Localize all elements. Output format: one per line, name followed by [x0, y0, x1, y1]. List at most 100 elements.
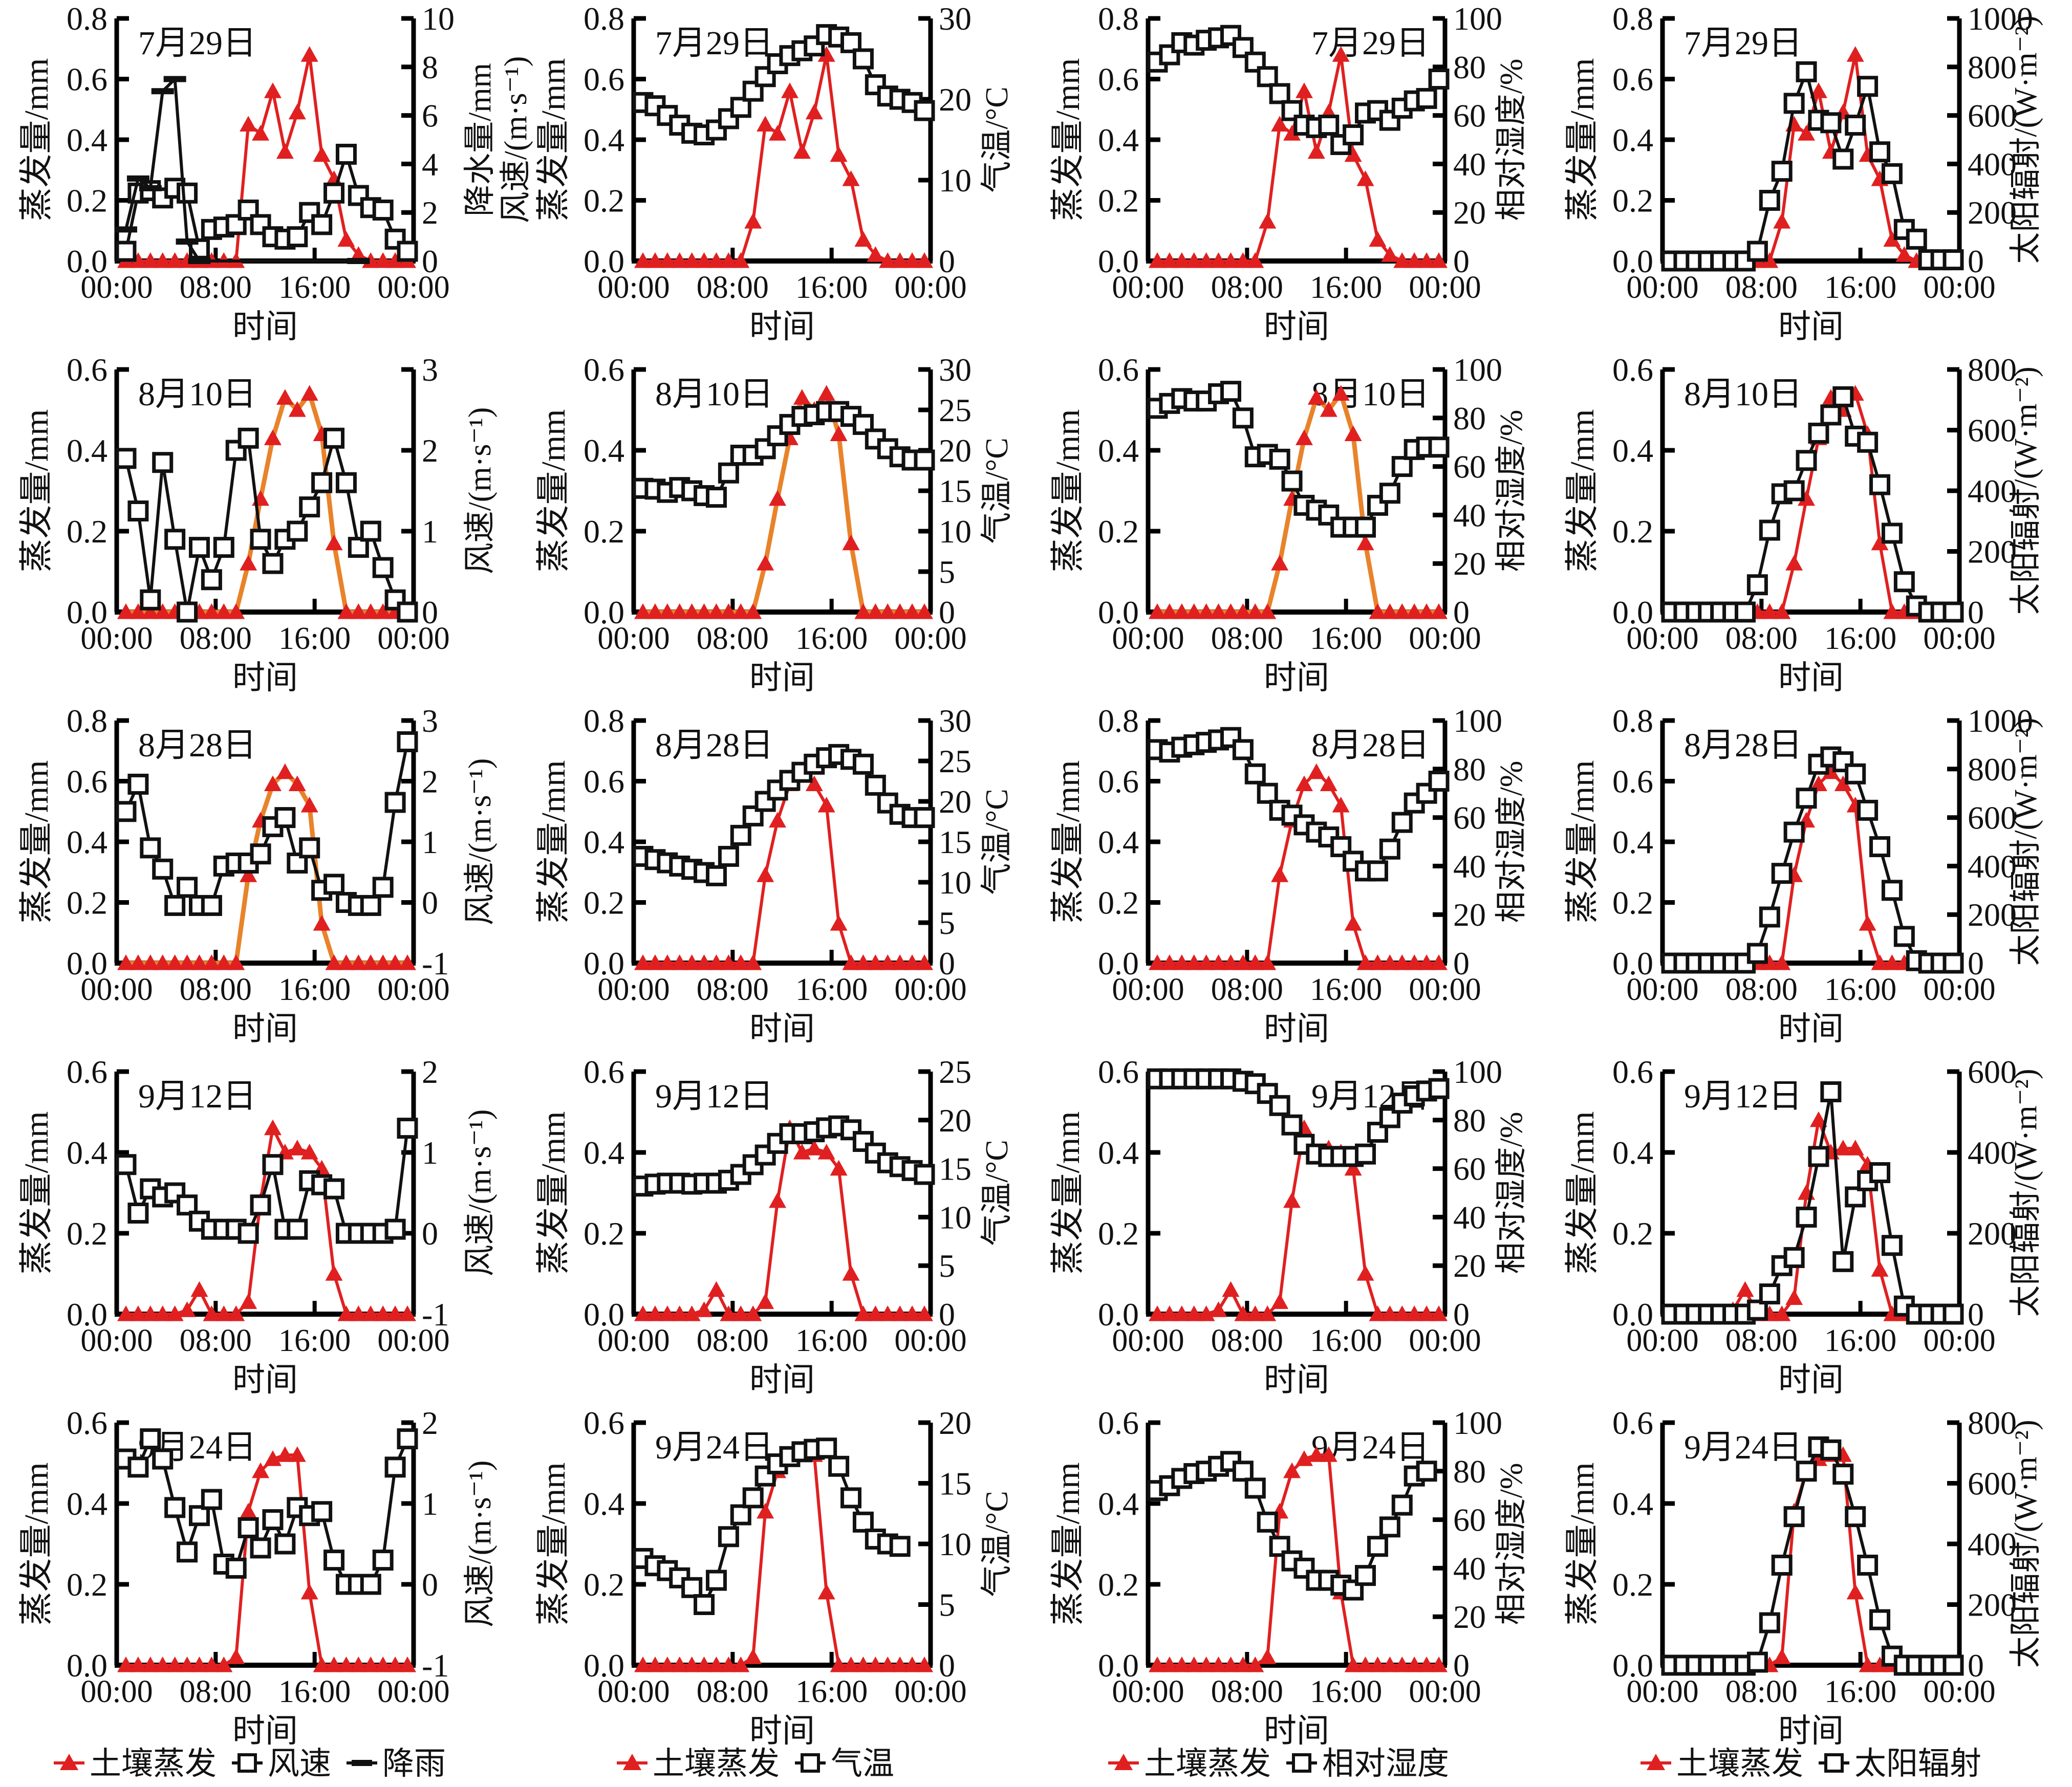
data-point-evaporation [129, 1657, 147, 1672]
data-point-evaporation [1356, 1265, 1374, 1281]
subplot-4-0: 0.0 0.2 0.4 0.6 -1 0 1 2 00:00 08:00 16:00 00:00 时间 蒸… [18, 1405, 498, 1749]
data-point-风速 [152, 452, 174, 473]
x-tick-label: 08:00 [1725, 621, 1798, 656]
data-point-风速 [177, 1541, 198, 1563]
data-point-evaporation [1761, 954, 1779, 970]
data-point-相对湿度 [1379, 1516, 1400, 1538]
data-point-evaporation [842, 1657, 860, 1672]
right-axis-label: 相对湿度/% [1494, 59, 1529, 221]
right-axis-label: 太阳辐射/(W·m⁻²) [2009, 1069, 2043, 1317]
data-point-太阳辐射 [1808, 422, 1829, 444]
right-axis-label: 相对湿度/% [1494, 1112, 1529, 1274]
right-tick-label: 200 [1968, 1215, 2017, 1252]
data-point-evaporation [1185, 1305, 1203, 1321]
data-point-evaporation [1393, 954, 1411, 970]
data-point-evaporation [325, 1657, 343, 1672]
right-tick-label: 8 [422, 49, 438, 85]
data-point-相对湿度 [1244, 1477, 1266, 1499]
right-tick-label: 20 [939, 81, 972, 118]
data-point-evaporation [240, 555, 257, 571]
data-point-风速 [397, 241, 418, 262]
data-point-相对湿度 [1232, 1461, 1254, 1482]
data-point-evaporation [1430, 603, 1448, 619]
data-point-evaporation [695, 603, 713, 619]
data-point-evaporation [903, 603, 921, 619]
data-point-evaporation [1271, 1293, 1289, 1309]
right-tick-label: 400 [1968, 1526, 2017, 1562]
x-tick-label: 00:00 [1112, 1674, 1184, 1709]
data-point-evaporation [891, 1657, 909, 1672]
data-point-风速 [225, 1557, 247, 1579]
data-point-evaporation [1859, 914, 1876, 931]
data-point-evaporation [842, 954, 860, 970]
right-tick-label: 0 [1453, 243, 1470, 279]
data-point-evaporation [1160, 252, 1178, 268]
data-point-evaporation [1197, 954, 1215, 970]
data-point-相对湿度 [1428, 437, 1450, 458]
x-tick-label: 16:00 [1310, 270, 1382, 305]
data-point-太阳辐射 [1783, 93, 1805, 114]
data-point-evaporation [1160, 954, 1178, 970]
data-point-evaporation [276, 1446, 294, 1462]
right-tick-label: 0 [939, 1296, 955, 1333]
data-point-evaporation [386, 1657, 404, 1672]
left-tick-label: 0.6 [584, 1054, 624, 1090]
left-tick-label: 0.4 [584, 432, 624, 469]
x-tick-label: 08:00 [180, 270, 252, 305]
data-point-evaporation [1160, 1657, 1178, 1672]
data-point-evaporation [1785, 555, 1803, 571]
data-point-evaporation [350, 603, 368, 619]
data-point-evaporation [1160, 1305, 1178, 1321]
data-point-气温 [852, 1511, 874, 1533]
data-point-气温 [914, 807, 935, 829]
data-point-evaporation [634, 603, 652, 619]
left-tick-label: 0.4 [67, 1486, 107, 1522]
subplot-3-0: 0.0 0.2 0.4 0.6 -1 0 1 2 00:00 08:00 16:00 00:00 时间 蒸… [18, 1054, 498, 1398]
data-point-evaporation [916, 603, 933, 619]
data-point-evaporation [1883, 231, 1901, 247]
data-point-evaporation [203, 603, 221, 619]
x-axis-label: 时间 [1778, 309, 1844, 345]
series-line-土壤蒸发 [1672, 1453, 1953, 1667]
left-tick-label: 0.2 [67, 513, 107, 550]
data-point-evaporation [325, 534, 343, 551]
left-tick-label: 0.0 [67, 1647, 107, 1684]
right-axis-label: 相对湿度/% [1494, 761, 1529, 923]
data-point-太阳辐射 [1783, 1247, 1805, 1268]
left-tick-label: 0.4 [1098, 122, 1139, 158]
right-tick-label: 0 [1968, 945, 1984, 982]
right-tick-label: 100 [1453, 352, 1502, 388]
right-tick-label: 600 [1968, 412, 2017, 449]
data-point-evaporation [203, 1305, 221, 1321]
data-point-evaporation [1773, 954, 1791, 970]
data-point-evaporation [854, 231, 872, 247]
data-point-气温 [914, 100, 935, 121]
right-tick-label: 40 [1453, 1550, 1486, 1586]
data-point-evaporation [1259, 1305, 1277, 1321]
right-tick-label: 80 [1453, 1102, 1486, 1139]
right-axis-label: 气温/°C [980, 789, 1015, 895]
data-point-太阳辐射 [1881, 522, 1903, 544]
right-axis-label: 降水量/mm [463, 63, 498, 216]
x-tick-label: 16:00 [795, 972, 868, 1007]
x-tick-label: 00:00 [1112, 972, 1184, 1007]
data-point-风速 [360, 895, 381, 916]
data-point-降雨 [139, 185, 162, 191]
data-point-evaporation [240, 116, 257, 132]
data-point-太阳辐射 [1759, 1283, 1780, 1304]
left-tick-label: 0.6 [584, 61, 624, 98]
right-tick-label: 600 [1968, 1466, 2017, 1502]
data-point-evaporation [1406, 1657, 1423, 1672]
right-axis-label: 太阳辐射/(W·m⁻²) [2009, 15, 2043, 264]
data-point-evaporation [350, 1657, 368, 1672]
data-point-evaporation [769, 125, 787, 141]
left-tick-label: 0.0 [1612, 1296, 1653, 1333]
data-point-风速 [299, 496, 320, 518]
data-point-evaporation [1736, 1281, 1754, 1297]
left-tick-label: 0.6 [1612, 352, 1653, 388]
data-point-evaporation [1871, 954, 1889, 970]
left-tick-label: 0.8 [1612, 1, 1653, 37]
data-point-evaporation [1222, 603, 1240, 619]
right-tick-label: -1 [422, 945, 449, 982]
data-point-气温 [742, 80, 764, 102]
